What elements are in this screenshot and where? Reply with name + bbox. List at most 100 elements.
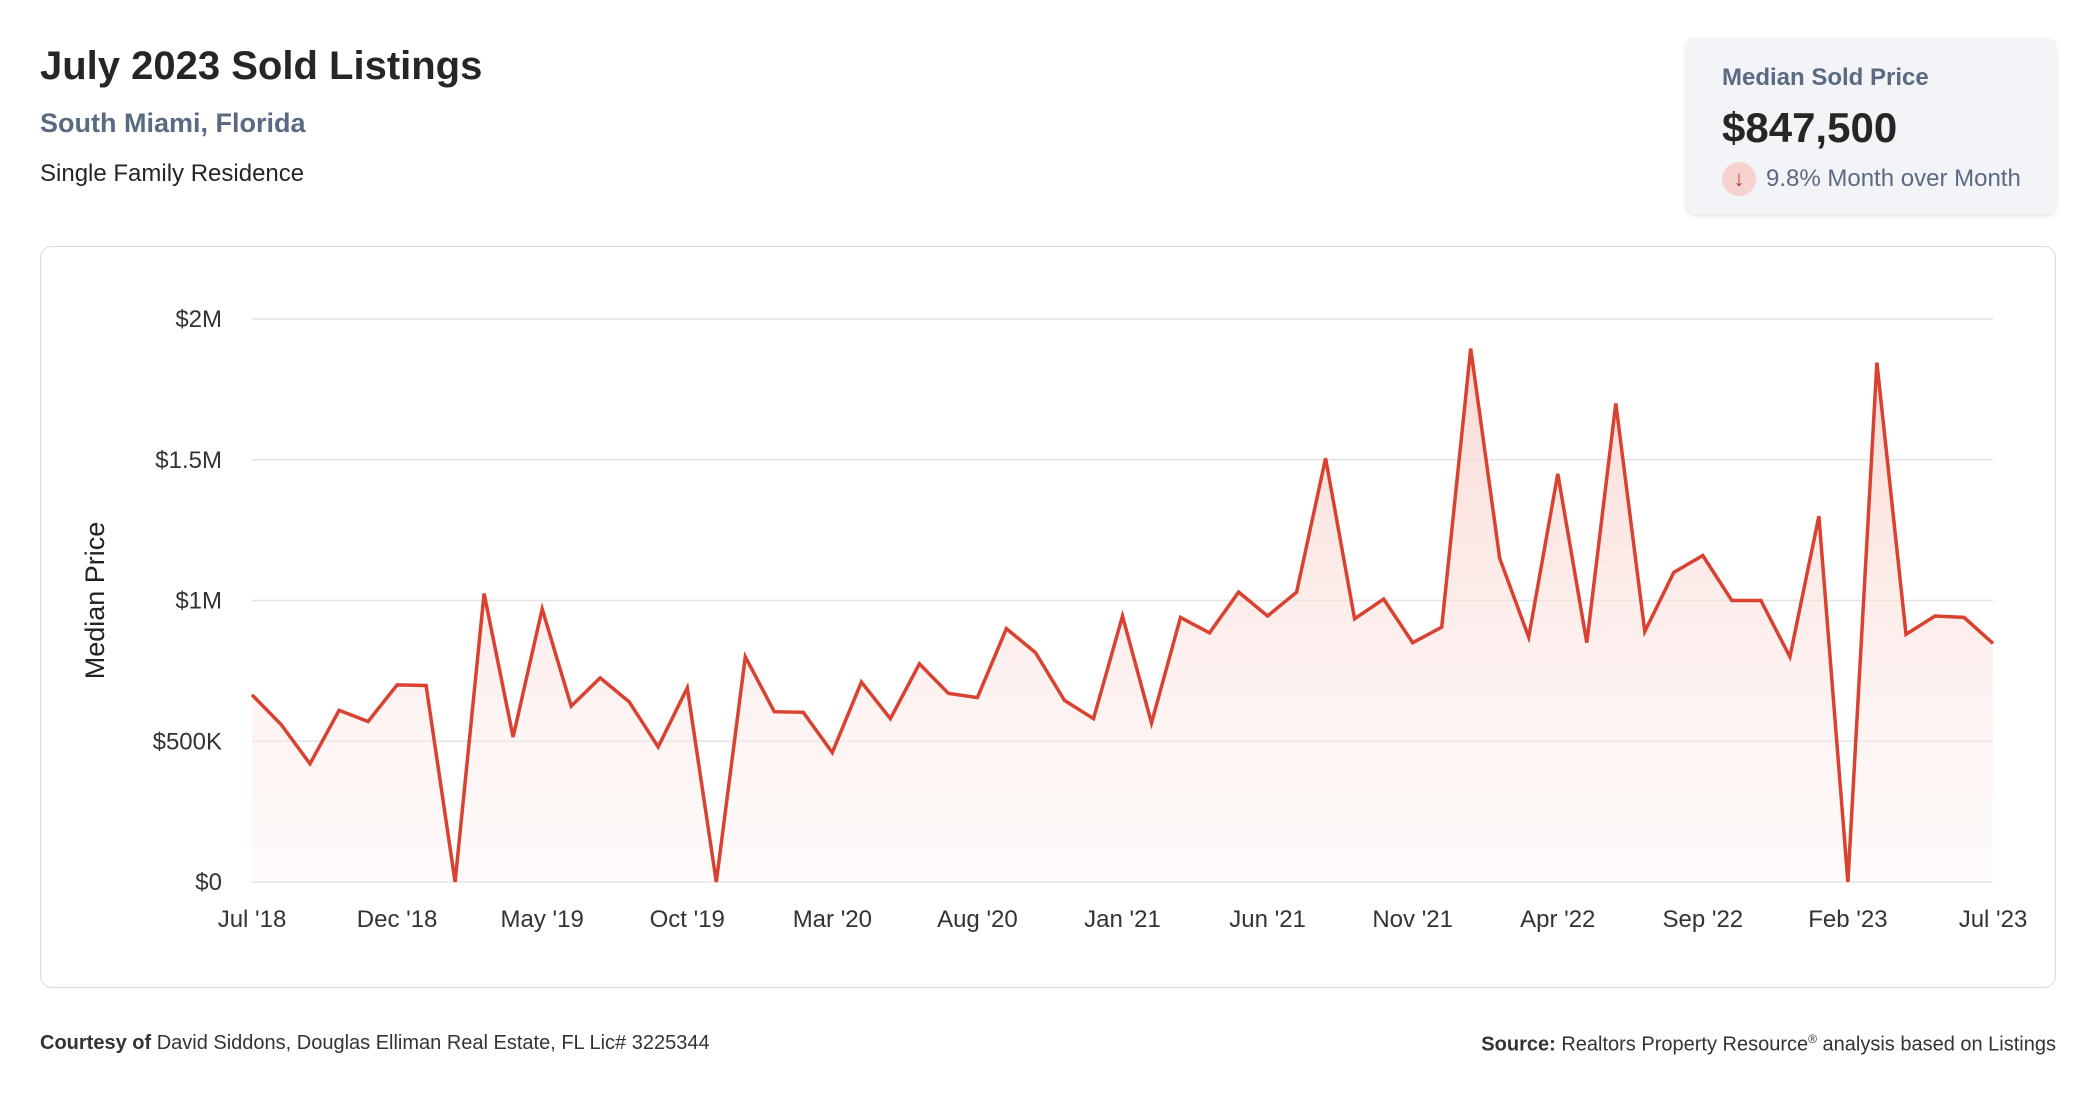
data-point [1816, 513, 1822, 519]
data-point [1120, 613, 1126, 619]
x-tick-label: Mar '20 [793, 906, 872, 933]
data-point [423, 683, 429, 689]
data-point [1932, 613, 1938, 619]
data-point [1352, 616, 1358, 622]
data-point [1787, 654, 1793, 660]
arrow-down-icon: ↓ [1722, 162, 1756, 196]
data-point [1294, 589, 1300, 595]
data-point [597, 675, 603, 681]
data-point [1323, 455, 1329, 461]
data-point [1555, 471, 1561, 477]
x-tick-label: Jul '18 [218, 906, 287, 933]
card-change-text: 9.8% Month over Month [1766, 165, 2021, 192]
data-point [1584, 640, 1590, 646]
data-point [800, 709, 806, 715]
data-point [916, 661, 922, 667]
data-point [1149, 720, 1155, 726]
y-tick-label: $0 [195, 869, 222, 896]
x-tick-label: Sep '22 [1663, 906, 1744, 933]
y-tick-label: $500K [153, 728, 222, 755]
data-point [336, 707, 342, 713]
price-line [250, 348, 1995, 883]
source-label: Source: [1481, 1033, 1556, 1056]
data-point [278, 721, 284, 727]
data-point [1090, 716, 1096, 722]
data-point [481, 590, 487, 596]
x-tick-label: Jun '21 [1229, 906, 1306, 933]
y-axis-label: Median Price [80, 522, 110, 680]
card-label: Median Sold Price [1722, 64, 1929, 91]
median-price-chart: $0 $500K $1M $1.5M $2M Jul '18 Dec '18 May '19 O… [80, 306, 2028, 933]
data-point [1729, 598, 1735, 604]
data-point [974, 695, 980, 701]
data-point [829, 750, 835, 756]
data-point [945, 690, 951, 696]
data-point [1613, 400, 1619, 406]
data-point [307, 761, 313, 767]
data-point [1497, 555, 1503, 561]
data-point [394, 682, 400, 688]
data-point [539, 606, 545, 612]
source-suffix: analysis based on Listings [1822, 1033, 2056, 1056]
data-point [365, 719, 371, 725]
data-point [568, 703, 574, 709]
data-point [1903, 631, 1909, 637]
data-point [858, 679, 864, 685]
data-point [713, 879, 719, 885]
courtesy-text: David Siddons, Douglas Elliman Real Esta… [156, 1032, 710, 1054]
data-point [1874, 360, 1880, 366]
x-tick-label: Apr '22 [1520, 906, 1595, 933]
data-point [1439, 624, 1445, 630]
card-change: ↓ 9.8% Month over Month [1722, 162, 2021, 196]
footer-courtesy: Courtesy of David Siddons, Douglas Ellim… [40, 1032, 710, 1055]
data-point [1207, 630, 1213, 636]
y-tick-label: $2M [175, 306, 222, 333]
chart-container: $0 $500K $1M $1.5M $2M Jul '18 Dec '18 May '19 O… [40, 246, 2056, 988]
source-mark: ® [1808, 1032, 1817, 1046]
location-subtitle: South Miami, Florida [40, 108, 306, 138]
data-point [887, 716, 893, 722]
data-point [452, 879, 458, 885]
data-point [626, 699, 632, 705]
data-point [1671, 569, 1677, 575]
data-point [1758, 598, 1764, 604]
x-tick-label: Jan '21 [1084, 906, 1161, 933]
x-tick-label: May '19 [501, 906, 584, 933]
x-tick-label: Oct '19 [650, 906, 725, 933]
data-point [1003, 626, 1009, 632]
data-point [510, 734, 516, 740]
data-point [1032, 650, 1038, 656]
data-point [655, 744, 661, 750]
x-tick-label: Jul '23 [1959, 906, 2028, 933]
footer-source: Source: Realtors Property Resource® anal… [1481, 1032, 2056, 1057]
property-type: Single Family Residence [40, 160, 305, 187]
y-tick-label: $1.5M [155, 447, 222, 474]
data-point [1961, 614, 1967, 620]
x-tick-label: Aug '20 [937, 906, 1018, 933]
x-tick-label: Feb '23 [1808, 906, 1887, 933]
data-point [1410, 640, 1416, 646]
data-point [1061, 697, 1067, 703]
data-point [1236, 589, 1242, 595]
data-point [742, 654, 748, 660]
data-point [1845, 879, 1851, 885]
x-tick-label: Dec '18 [357, 906, 438, 933]
data-point [1526, 634, 1532, 640]
data-point [1990, 640, 1996, 646]
page-title: July 2023 Sold Listings [40, 44, 483, 88]
data-point [1265, 613, 1271, 619]
data-point [684, 685, 690, 691]
data-point [249, 692, 255, 698]
y-tick-label: $1M [175, 588, 222, 615]
data-point [1700, 552, 1706, 558]
median-price-card: Median Sold Price $847,500 ↓ 9.8% Month … [1686, 38, 2056, 214]
source-text: Realtors Property Resource [1561, 1033, 1809, 1056]
data-point [771, 709, 777, 715]
data-point [1642, 628, 1648, 634]
courtesy-label: Courtesy of [40, 1032, 152, 1054]
x-tick-label: Nov '21 [1372, 906, 1453, 933]
card-value: $847,500 [1722, 104, 1898, 151]
data-point [1178, 614, 1184, 620]
data-point [1468, 346, 1474, 352]
data-point [1381, 596, 1387, 602]
